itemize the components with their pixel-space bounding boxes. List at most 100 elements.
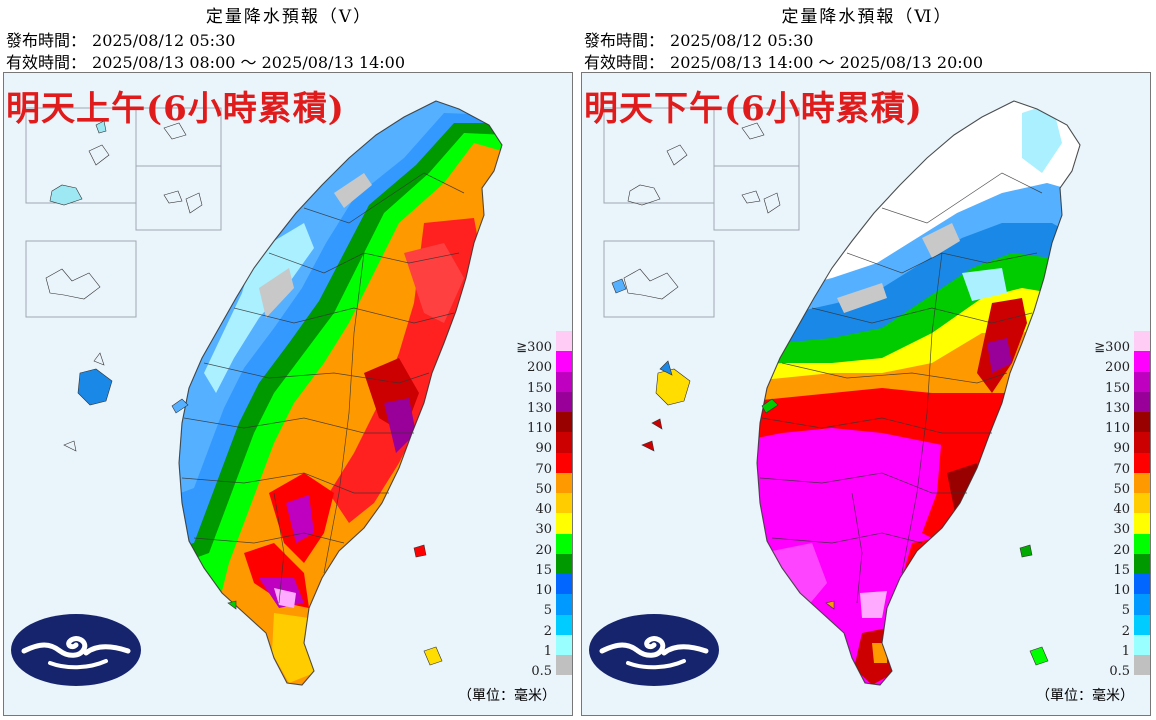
legend-row: ≧300 <box>516 331 572 355</box>
island-shape <box>227 600 237 610</box>
map-frame: 明天上午(6小時累積) ≧300 200 150 130 110 90 70 50 40 30 20… <box>3 72 573 716</box>
legend-label: 15 <box>1113 562 1130 578</box>
island-shape <box>761 398 779 414</box>
qpf-panel-v: 定量降水預報（Ⅴ） 發布時間： 2025/08/12 05:30 有效時間： 202… <box>3 7 573 716</box>
island-shape <box>1029 646 1049 666</box>
legend-swatch <box>1134 533 1150 554</box>
island-shape <box>49 184 83 206</box>
issue-time-line: 發布時間： 2025/08/12 05:30 <box>6 27 241 51</box>
legend-label: 15 <box>535 562 552 578</box>
legend-label: 1 <box>1121 643 1130 659</box>
island-shape <box>95 120 107 134</box>
inset-box <box>25 240 137 318</box>
legend-row: 110 <box>518 412 572 436</box>
legend-swatch <box>1134 432 1150 453</box>
legend-row: 10 <box>518 574 572 598</box>
legend-swatch <box>1134 452 1150 473</box>
legend-swatch <box>1134 391 1150 412</box>
legend-label: 150 <box>527 380 552 396</box>
legend-swatch <box>556 351 572 372</box>
issue-time: 2025/08/12 05:30 <box>92 31 236 50</box>
island-shape <box>666 144 688 166</box>
legend-label: 5 <box>1121 603 1130 619</box>
legend-label: 70 <box>535 461 552 477</box>
county-borders <box>756 100 1081 686</box>
legend-row: 1 <box>518 634 572 659</box>
island-shape <box>413 544 427 558</box>
legend-label: 50 <box>1113 481 1130 497</box>
legend-swatch <box>1134 371 1150 392</box>
legend-label: 50 <box>535 481 552 497</box>
island-shape <box>627 184 661 206</box>
legend-label: 0.5 <box>1109 664 1130 679</box>
legend-label: 40 <box>1113 502 1130 517</box>
legend-row: 15 <box>518 553 572 578</box>
legend-row: 15 <box>1096 553 1150 578</box>
penghu-islands <box>655 368 691 406</box>
map-frame: 明天下午(6小時累積) ≧300 200 150 130 110 90 70 50 40 30 20… <box>581 72 1151 716</box>
island-shape <box>423 646 443 666</box>
island-shape <box>1019 544 1033 558</box>
island-shape <box>651 418 663 430</box>
taiwan-rain-field <box>757 101 1080 685</box>
legend-label: 90 <box>535 441 552 457</box>
legend: ≧300 200 150 130 110 90 70 50 40 30 20 15 10 5 2 1 0.5 <box>1094 331 1150 679</box>
legend-swatch <box>556 412 572 433</box>
headline: 明天下午(6小時累積) <box>584 89 923 129</box>
legend-label: 200 <box>1105 360 1130 376</box>
island-shape <box>659 360 673 376</box>
island-shape <box>93 352 105 366</box>
legend-swatch <box>556 452 572 473</box>
inset-box <box>603 240 715 318</box>
legend-row: 5 <box>518 594 572 618</box>
legend-row: 5 <box>1096 594 1150 618</box>
legend-row: 0.5 <box>518 655 572 679</box>
qpf-panel-vi: 定量降水預報（Ⅵ） 發布時間： 2025/08/12 05:30 有效時間： 202… <box>578 0 1156 720</box>
legend-row: 40 <box>518 493 572 517</box>
legend-swatch <box>556 432 572 453</box>
legend-swatch <box>1134 472 1150 493</box>
legend-label: 110 <box>1105 421 1130 436</box>
rainfall-map <box>25 100 503 686</box>
legend-row: 200 <box>1096 351 1150 375</box>
legend-swatch <box>556 553 572 574</box>
island-shape <box>63 440 77 452</box>
legend-row: 50 <box>518 472 572 497</box>
unit-label: （單位：毫米） <box>1036 688 1134 704</box>
penghu-islands <box>77 368 113 406</box>
legend-swatch <box>1134 493 1150 514</box>
legend-swatch <box>1134 351 1150 372</box>
legend-swatch <box>1134 331 1150 352</box>
legend-row: 110 <box>1096 412 1150 436</box>
island-shape <box>611 278 627 294</box>
island-shape <box>88 144 110 166</box>
issue-time: 2025/08/12 05:30 <box>670 31 814 50</box>
legend-swatch <box>1134 655 1150 676</box>
legend-swatch <box>1134 634 1150 655</box>
legend-row: 150 <box>1096 371 1150 396</box>
legend-row: 150 <box>518 371 572 396</box>
legend-row: 2 <box>1096 614 1150 639</box>
legend-row: 30 <box>1096 513 1150 537</box>
issue-label: 發布時間： <box>584 31 665 50</box>
legend-row: 20 <box>518 533 572 558</box>
legend-swatch <box>556 513 572 534</box>
legend-row: 70 <box>1096 452 1150 477</box>
legend-label: ≧300 <box>516 340 552 355</box>
legend-row: 10 <box>1096 574 1150 598</box>
panel-title: 定量降水預報（Ⅵ） <box>781 7 953 27</box>
legend-swatch <box>1134 553 1150 574</box>
inset-box <box>135 165 222 231</box>
legend-row: 0.5 <box>1096 655 1150 679</box>
cwa-logo <box>11 614 141 686</box>
island-shape <box>741 190 761 204</box>
valid-label: 有效時間： <box>584 53 665 72</box>
legend-label: 130 <box>527 400 552 416</box>
issue-label: 發布時間： <box>6 31 87 50</box>
legend-swatch <box>1134 513 1150 534</box>
legend-swatch <box>556 574 572 595</box>
legend-row: 70 <box>518 452 572 477</box>
island-shape <box>741 122 765 140</box>
island-shape <box>163 122 187 140</box>
legend-swatch <box>556 371 572 392</box>
